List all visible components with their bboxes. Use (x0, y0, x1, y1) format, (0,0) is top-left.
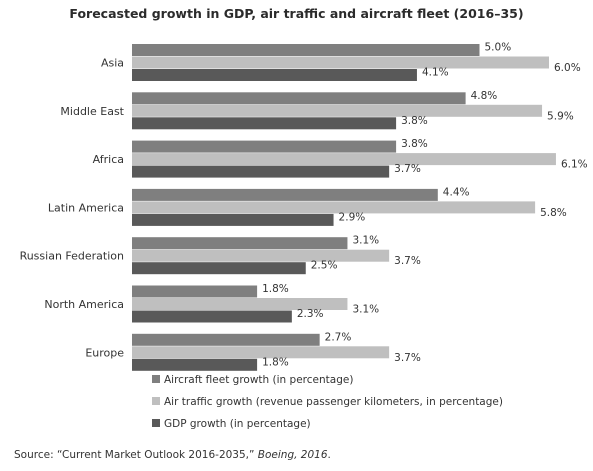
data-label: 2.5% (311, 260, 338, 272)
bar (132, 346, 390, 359)
data-label: 1.8% (262, 356, 289, 368)
bar (132, 358, 258, 371)
bar (132, 298, 348, 310)
data-label: 2.7% (325, 331, 352, 343)
data-label: 3.8% (401, 138, 428, 150)
data-label: 5.0% (485, 42, 512, 54)
bar (132, 69, 417, 81)
data-label: 4.1% (422, 67, 449, 79)
bar (132, 213, 334, 226)
bar (132, 92, 466, 105)
data-label: 5.9% (547, 110, 574, 122)
bar (132, 262, 306, 275)
bar (132, 201, 536, 214)
legend-swatch (152, 375, 160, 383)
bar (132, 104, 543, 117)
bar (132, 44, 480, 56)
data-label: 1.8% (262, 283, 289, 295)
legend: Aircraft fleet growth (in percentage) Air… (152, 374, 503, 430)
data-label: 3.7% (394, 255, 421, 267)
source-suffix: . (328, 449, 331, 461)
data-label: 3.8% (401, 115, 428, 127)
source-prefix: Source: “Current Market Outlook 2016-203… (14, 449, 258, 461)
category-labels: Asia Middle East Africa Latin America Russia… (20, 57, 125, 360)
bar (132, 249, 390, 262)
data-label: 4.4% (443, 186, 470, 198)
legend-label: Aircraft fleet growth (in percentage) (164, 374, 353, 386)
bar (132, 140, 397, 153)
category-label: Russian Federation (20, 250, 124, 263)
legend-label: Air traffic growth (revenue passenger ki… (164, 396, 503, 408)
bar (132, 188, 438, 201)
data-label: 6.1% (561, 159, 588, 171)
category-label: Latin America (48, 201, 124, 214)
data-label: 3.7% (394, 352, 421, 364)
data-label: 4.8% (471, 90, 498, 102)
bar (132, 153, 556, 166)
category-label: Africa (93, 153, 124, 166)
data-label: 3.7% (394, 163, 421, 175)
data-label: 3.1% (352, 235, 379, 247)
bar (132, 285, 258, 298)
data-label: 6.0% (554, 62, 581, 74)
bar (132, 237, 348, 250)
data-label: 3.1% (352, 304, 379, 316)
data-label: 2.9% (339, 211, 366, 223)
category-label: Asia (101, 57, 124, 70)
bar (132, 165, 390, 178)
legend-swatch (152, 419, 160, 427)
source-italic: Boeing, 2016 (258, 449, 328, 461)
chart-title: Forecasted growth in GDP, air traffic an… (69, 6, 524, 21)
category-label: Europe (85, 346, 124, 359)
data-labels: 5.0% 6.0% 4.1% 4.8% 5.9% 3.8% 3.8% 6.1% 3.7% 4.4%… (262, 42, 588, 369)
category-label: Middle East (60, 105, 124, 118)
source-note: Source: “Current Market Outlook 2016-203… (14, 449, 331, 461)
legend-label: GDP growth (in percentage) (164, 418, 311, 430)
bar (132, 333, 320, 346)
data-label: 5.8% (540, 207, 567, 219)
bar (132, 56, 549, 69)
bars-group (132, 44, 556, 371)
category-label: North America (44, 298, 124, 311)
legend-swatch (152, 397, 160, 405)
bar (132, 117, 397, 130)
data-label: 2.3% (297, 308, 324, 320)
bar (132, 310, 292, 323)
